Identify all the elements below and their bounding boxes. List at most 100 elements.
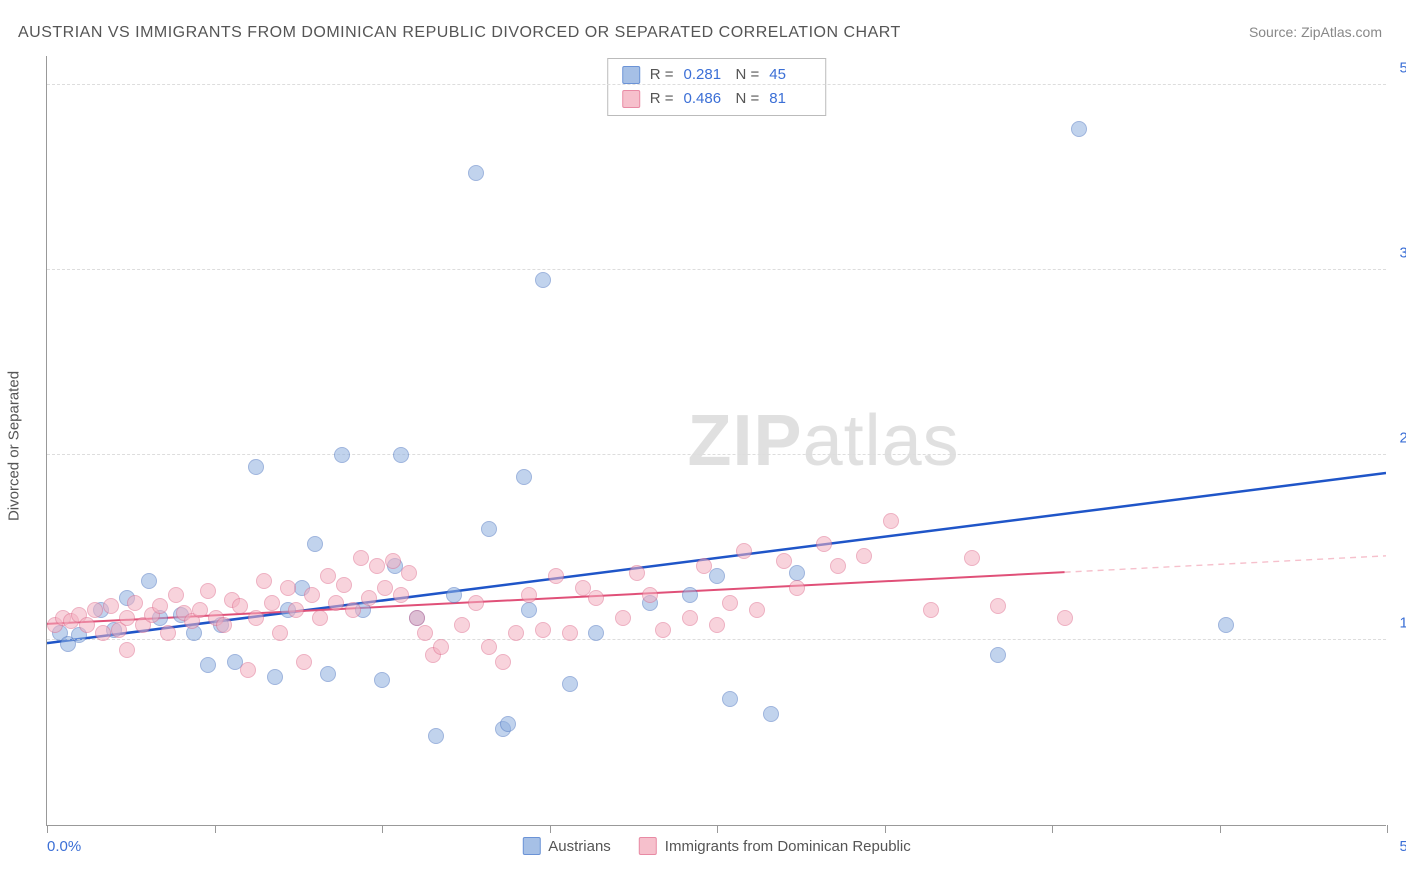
scatter-point-dominican: [240, 662, 256, 678]
scatter-point-austrians: [500, 716, 516, 732]
scatter-point-dominican: [103, 598, 119, 614]
scatter-point-dominican: [119, 610, 135, 626]
scatter-point-dominican: [248, 610, 264, 626]
x-tick: [885, 825, 886, 833]
scatter-point-dominican: [736, 543, 752, 559]
scatter-point-dominican: [264, 595, 280, 611]
y-tick-label: 50.0%: [1390, 59, 1406, 76]
scatter-point-dominican: [642, 587, 658, 603]
scatter-point-dominican: [749, 602, 765, 618]
scatter-plot-area: ZIPatlas R =0.281N =45R =0.486N =81 Aust…: [46, 56, 1386, 826]
scatter-point-dominican: [433, 639, 449, 655]
scatter-point-dominican: [468, 595, 484, 611]
scatter-point-austrians: [722, 691, 738, 707]
legend-stats-box: R =0.281N =45R =0.486N =81: [607, 58, 827, 116]
trendlines-svg: [47, 56, 1386, 825]
scatter-point-dominican: [722, 595, 738, 611]
scatter-point-dominican: [588, 590, 604, 606]
scatter-point-dominican: [200, 583, 216, 599]
scatter-point-austrians: [709, 568, 725, 584]
x-tick: [717, 825, 718, 833]
y-tick-label: 25.0%: [1390, 429, 1406, 446]
scatter-point-dominican: [615, 610, 631, 626]
scatter-point-austrians: [248, 459, 264, 475]
scatter-point-dominican: [454, 617, 470, 633]
scatter-point-austrians: [588, 625, 604, 641]
scatter-point-dominican: [856, 548, 872, 564]
legend-series: Austrians Immigrants from Dominican Repub…: [522, 837, 910, 855]
y-tick-label: 12.5%: [1390, 614, 1406, 631]
scatter-point-dominican: [232, 598, 248, 614]
scatter-point-austrians: [990, 647, 1006, 663]
x-tick: [382, 825, 383, 833]
scatter-point-dominican: [521, 587, 537, 603]
scatter-point-dominican: [312, 610, 328, 626]
x-axis-max-label: 50.0%: [1399, 838, 1406, 855]
scatter-point-dominican: [168, 587, 184, 603]
scatter-point-dominican: [345, 602, 361, 618]
scatter-point-austrians: [789, 565, 805, 581]
r-value: 0.486: [684, 87, 726, 111]
scatter-point-dominican: [272, 625, 288, 641]
scatter-point-dominican: [296, 654, 312, 670]
scatter-point-austrians: [481, 521, 497, 537]
scatter-point-dominican: [990, 598, 1006, 614]
source-attribution: Source: ZipAtlas.com: [1249, 24, 1382, 40]
scatter-point-austrians: [141, 573, 157, 589]
scatter-point-austrians: [267, 669, 283, 685]
scatter-point-dominican: [417, 625, 433, 641]
source-link[interactable]: ZipAtlas.com: [1301, 24, 1382, 40]
scatter-point-dominican: [393, 587, 409, 603]
scatter-point-dominican: [288, 602, 304, 618]
legend-swatch-dominican: [639, 837, 657, 855]
scatter-point-dominican: [401, 565, 417, 581]
legend-label: Austrians: [548, 838, 611, 855]
legend-item-austrians: Austrians: [522, 837, 611, 855]
scatter-point-dominican: [160, 625, 176, 641]
scatter-point-dominican: [353, 550, 369, 566]
chart-title: AUSTRIAN VS IMMIGRANTS FROM DOMINICAN RE…: [18, 24, 901, 42]
scatter-point-austrians: [516, 469, 532, 485]
scatter-point-austrians: [1071, 121, 1087, 137]
scatter-point-dominican: [152, 598, 168, 614]
trendline-dash-dominican: [1065, 556, 1386, 572]
gridline: [47, 454, 1386, 455]
legend-swatch-austrians: [522, 837, 540, 855]
legend-stats-row-dominican: R =0.486N =81: [622, 87, 812, 111]
watermark-bold: ZIP: [688, 401, 803, 481]
scatter-point-dominican: [816, 536, 832, 552]
scatter-point-dominican: [192, 602, 208, 618]
scatter-point-dominican: [495, 654, 511, 670]
x-axis-min-label: 0.0%: [47, 838, 81, 855]
scatter-point-dominican: [216, 617, 232, 633]
watermark: ZIPatlas: [688, 400, 960, 482]
scatter-point-dominican: [964, 550, 980, 566]
scatter-point-dominican: [655, 622, 671, 638]
scatter-point-austrians: [428, 728, 444, 744]
x-tick: [215, 825, 216, 833]
scatter-point-dominican: [361, 590, 377, 606]
scatter-point-dominican: [87, 602, 103, 618]
scatter-point-dominican: [696, 558, 712, 574]
scatter-point-dominican: [79, 617, 95, 633]
legend-swatch-dominican: [622, 90, 640, 108]
scatter-point-austrians: [682, 587, 698, 603]
scatter-point-austrians: [446, 587, 462, 603]
scatter-point-dominican: [119, 642, 135, 658]
scatter-point-austrians: [374, 672, 390, 688]
gridline: [47, 84, 1386, 85]
scatter-point-dominican: [548, 568, 564, 584]
scatter-point-dominican: [789, 580, 805, 596]
scatter-point-dominican: [328, 595, 344, 611]
watermark-light: atlas: [803, 401, 960, 481]
scatter-point-dominican: [1057, 610, 1073, 626]
scatter-point-dominican: [304, 587, 320, 603]
scatter-point-austrians: [393, 447, 409, 463]
legend-label: Immigrants from Dominican Republic: [665, 838, 911, 855]
legend-swatch-austrians: [622, 66, 640, 84]
n-value: 81: [769, 87, 811, 111]
scatter-point-dominican: [481, 639, 497, 655]
scatter-point-dominican: [883, 513, 899, 529]
scatter-point-austrians: [468, 165, 484, 181]
x-tick: [1387, 825, 1388, 833]
